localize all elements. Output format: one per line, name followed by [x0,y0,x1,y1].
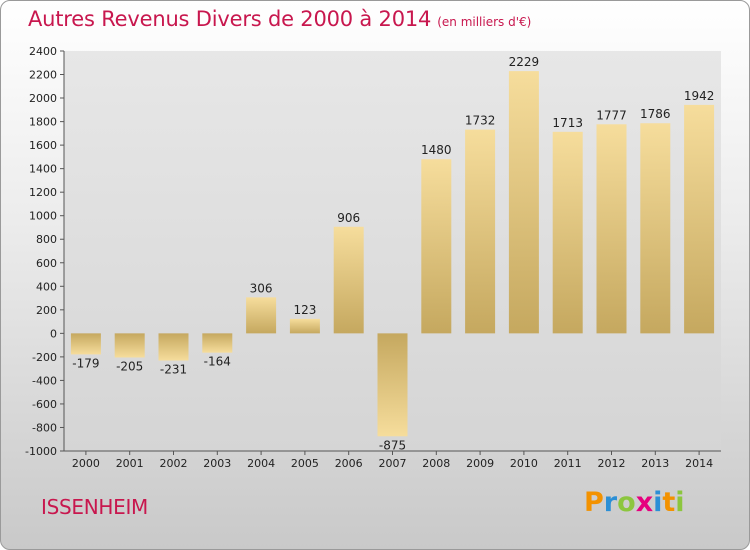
x-tick-label: 2012 [598,457,626,470]
logo-letter: P [584,487,604,518]
logo-letter: r [603,487,618,518]
bar [640,123,671,334]
chart-unit: (en milliers d'€) [437,15,532,29]
y-tick-label: 2200 [29,69,57,82]
bar-value-label: 1777 [596,108,627,122]
y-tick-label: 800 [36,233,57,246]
y-tick-label: -200 [32,351,57,364]
bar [421,159,452,334]
bar [289,318,320,334]
bar-value-label: 2229 [509,55,540,69]
x-tick-label: 2007 [379,457,407,470]
x-tick-label: 2003 [203,457,231,470]
bar [114,333,145,358]
x-tick-label: 2014 [685,457,713,470]
y-tick-label: 1600 [29,139,57,152]
x-tick-label: 2004 [247,457,275,470]
bar [333,226,364,334]
logo-letter: t [662,487,676,518]
bar [202,333,233,353]
bar-value-label: 123 [293,303,316,317]
x-tick-label: 2011 [554,457,582,470]
logo-letter: x [635,487,654,518]
logo-letter: i [653,487,663,518]
bar [684,104,715,334]
bar [508,71,539,334]
y-tick-label: -600 [32,398,57,411]
bar-value-label: -875 [379,438,406,452]
logo-letter: i [675,487,685,518]
y-tick-label: 600 [36,257,57,270]
bar-value-label: 1480 [421,143,452,157]
bar [596,124,627,334]
x-tick-label: 2002 [160,457,188,470]
chart-title: Autres Revenus Divers de 2000 à 2014 (en … [28,7,531,31]
bar [158,333,189,361]
y-tick-label: 0 [50,327,57,340]
y-tick-label: 1000 [29,210,57,223]
y-tick-label: 200 [36,304,57,317]
x-tick-label: 2009 [466,457,494,470]
y-tick-label: 2400 [29,45,57,58]
city-name: ISSENHEIM [41,495,149,519]
x-tick-label: 2008 [422,457,450,470]
chart-title-text: Autres Revenus Divers de 2000 à 2014 [28,7,432,31]
x-tick-label: 2010 [510,457,538,470]
bar-value-label: 906 [337,211,360,225]
y-tick-label: -400 [32,374,57,387]
bar-value-label: -164 [204,355,231,369]
y-tick-label: -1000 [25,445,57,458]
bar-value-label: 1732 [465,114,496,128]
proxiti-logo: Proxiti [584,487,685,518]
bar-value-label: 306 [250,281,273,295]
x-tick-label: 2001 [116,457,144,470]
plot-area: -1000 -800 -600 -400 -200 0 200 400 600 800 1000 12… [25,45,721,470]
x-tick-label: 2013 [641,457,669,470]
x-tick-label: 2000 [72,457,100,470]
y-tick-label: 1400 [29,163,57,176]
bar-value-label: 1942 [684,89,715,103]
bar-value-label: -179 [72,356,99,370]
y-tick-label: 2000 [29,92,57,105]
logo-letter: o [617,487,636,518]
x-tick-label: 2005 [291,457,319,470]
bar-value-label: 1786 [640,107,671,121]
x-tick-label: 2006 [335,457,363,470]
bar-value-label: -231 [160,363,187,377]
y-tick-label: 1200 [29,186,57,199]
bar-value-label: 1713 [552,116,583,130]
y-tick-label: -800 [32,421,57,434]
y-tick-label: 400 [36,280,57,293]
y-tick-label: 1800 [29,116,57,129]
bar [552,131,583,334]
bar [465,129,496,334]
bar [377,333,408,437]
bar [70,333,101,355]
bar-value-label: -205 [116,359,143,373]
bar [246,297,277,334]
